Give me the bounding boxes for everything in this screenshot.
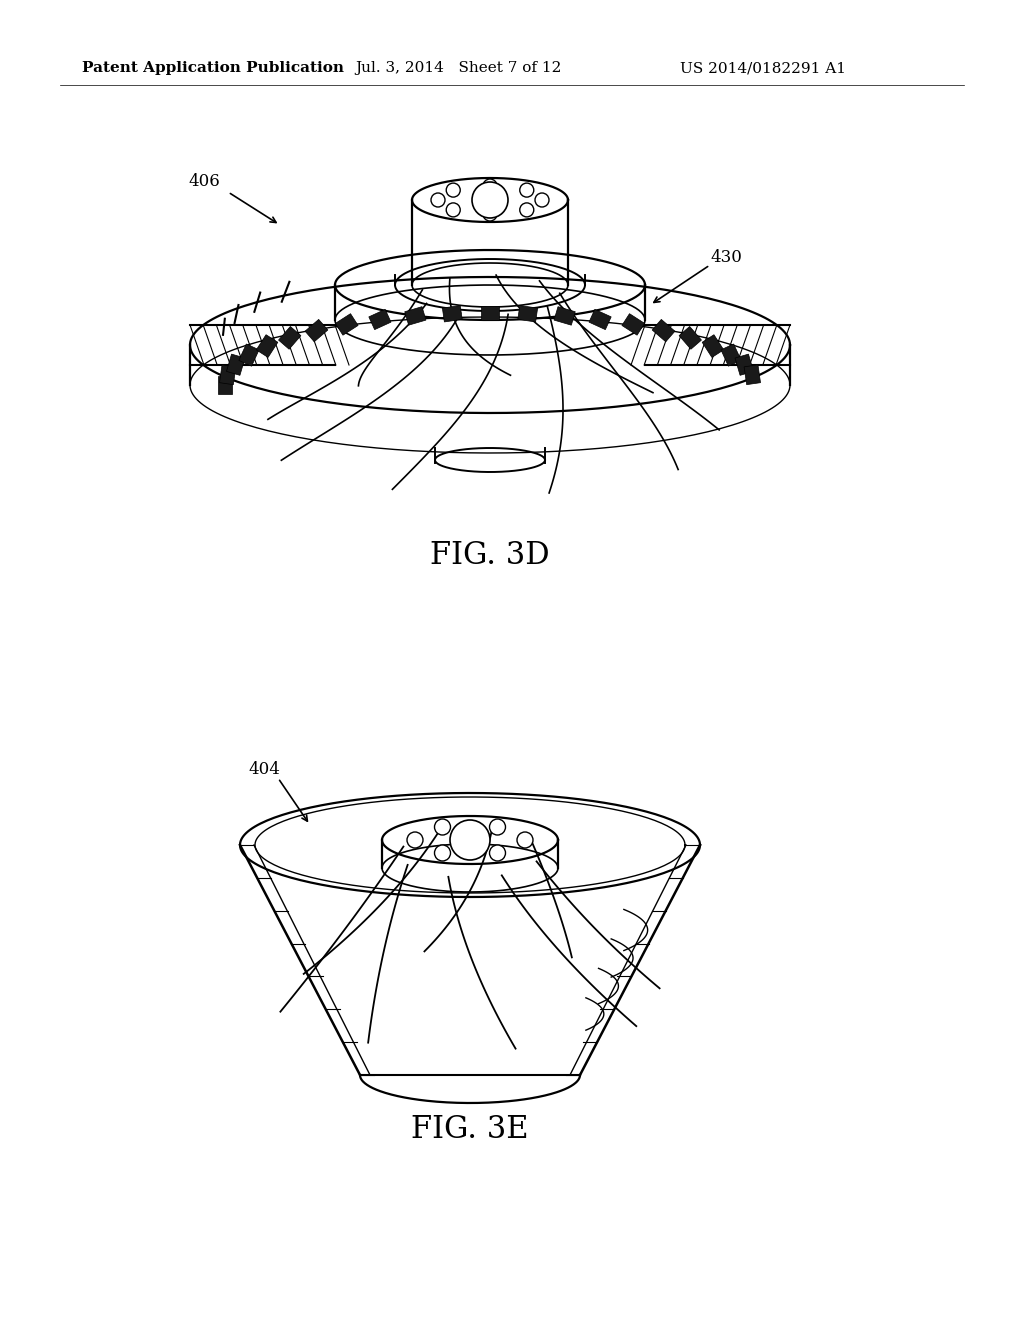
Circle shape (434, 818, 451, 836)
Bar (721, 345, 741, 366)
Bar (336, 314, 358, 335)
Bar (369, 309, 391, 330)
Circle shape (407, 832, 423, 847)
Bar (226, 354, 245, 375)
Bar (679, 326, 701, 350)
Circle shape (483, 180, 497, 193)
Bar (279, 326, 301, 350)
Text: Jul. 3, 2014   Sheet 7 of 12: Jul. 3, 2014 Sheet 7 of 12 (355, 61, 561, 75)
Circle shape (450, 820, 490, 861)
Bar (554, 306, 575, 325)
Bar (622, 314, 645, 335)
Text: 406: 406 (188, 173, 220, 190)
Bar (481, 306, 499, 319)
Bar (218, 376, 232, 393)
Bar (518, 305, 538, 322)
Circle shape (489, 845, 506, 861)
Bar (702, 335, 724, 358)
Circle shape (489, 818, 506, 836)
Circle shape (520, 183, 534, 197)
Bar (442, 305, 462, 322)
Bar (305, 319, 328, 342)
Text: 430: 430 (710, 249, 741, 267)
Bar (239, 345, 259, 366)
Bar (256, 335, 278, 358)
Circle shape (517, 832, 534, 847)
Text: FIG. 3D: FIG. 3D (430, 540, 550, 570)
Bar (735, 354, 754, 375)
Circle shape (535, 193, 549, 207)
Text: US 2014/0182291 A1: US 2014/0182291 A1 (680, 61, 846, 75)
Text: 404: 404 (248, 762, 280, 779)
Circle shape (472, 182, 508, 218)
Circle shape (446, 203, 460, 216)
Circle shape (434, 845, 451, 861)
Circle shape (483, 207, 497, 220)
Bar (744, 364, 761, 384)
Bar (589, 309, 611, 330)
Text: FIG. 3E: FIG. 3E (412, 1114, 528, 1146)
Bar (404, 306, 426, 325)
Bar (652, 319, 675, 342)
Text: Patent Application Publication: Patent Application Publication (82, 61, 344, 75)
Bar (219, 364, 236, 384)
Circle shape (446, 183, 460, 197)
Circle shape (520, 203, 534, 216)
Circle shape (431, 193, 445, 207)
